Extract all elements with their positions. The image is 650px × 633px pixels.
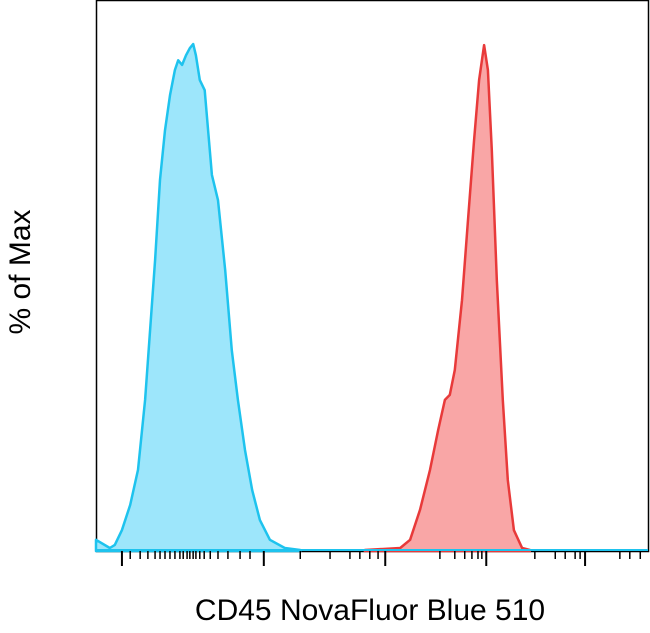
histogram-area xyxy=(94,42,302,553)
histogram-area xyxy=(363,43,532,553)
x-axis-label: CD45 NovaFluor Blue 510 xyxy=(195,594,545,627)
y-axis-label: % of Max xyxy=(4,209,37,334)
